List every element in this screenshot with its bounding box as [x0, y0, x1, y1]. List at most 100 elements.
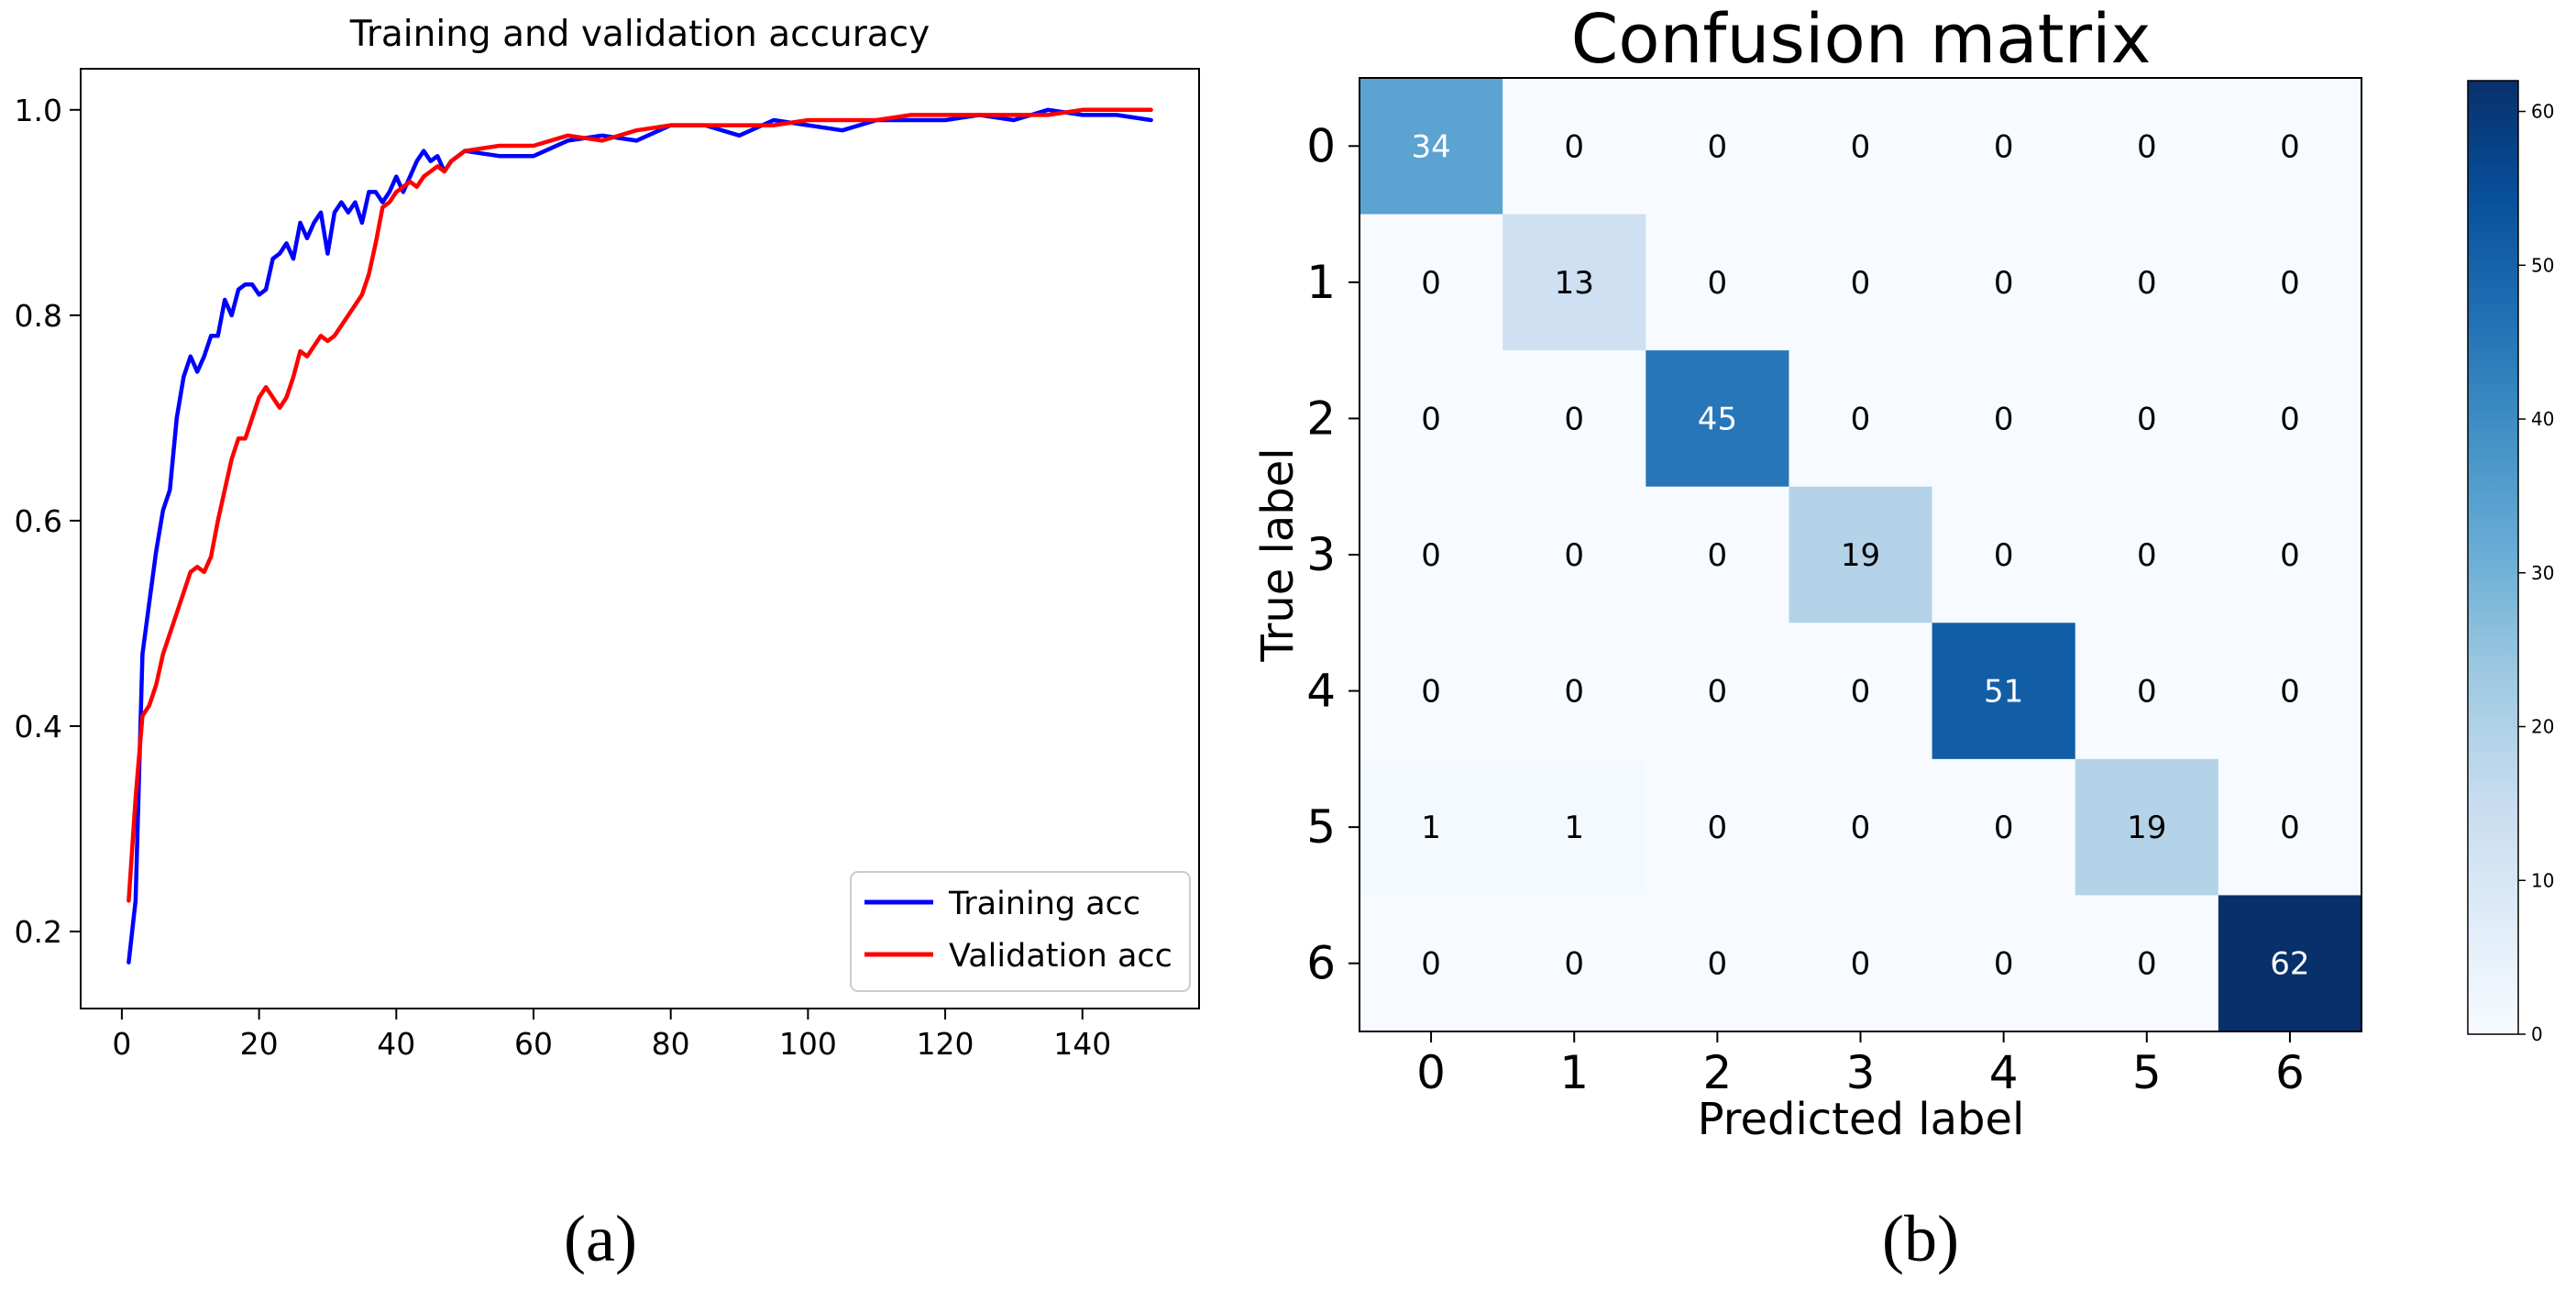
matrix-cell-value: 0 — [1994, 810, 2014, 846]
matrix-cell-value: 19 — [1841, 537, 1880, 574]
matrix-cell-value: 0 — [1421, 265, 1441, 302]
matrix-cell-value: 0 — [1708, 810, 1728, 846]
line-chart-plot-frame — [80, 68, 1200, 1009]
matrix-cell — [1503, 214, 1646, 351]
matrix-cell — [1932, 486, 2076, 623]
matrix-cell-value: 0 — [1708, 128, 1728, 165]
matrix-cell — [1360, 486, 1503, 623]
matrix-cell-value: 0 — [1708, 537, 1728, 574]
matrix-cell — [1932, 78, 2076, 215]
x-tick-label: 100 — [779, 1026, 837, 1062]
matrix-cell-value: 0 — [1421, 401, 1441, 437]
matrix-cell-value: 51 — [1984, 674, 2023, 711]
legend-box — [850, 871, 1191, 992]
line-chart-legend: Training acc Validation acc — [850, 871, 1191, 992]
x-tick-label: 0 — [112, 1026, 131, 1062]
matrix-cell — [1932, 214, 2076, 351]
matrix-cell — [1932, 350, 2076, 488]
matrix-cell — [2218, 486, 2362, 623]
y-tick-label: 0.8 — [15, 298, 62, 334]
matrix-cell — [1789, 895, 1933, 1032]
matrix-cell-value: 1 — [1421, 810, 1441, 846]
matrix-cell-value: 0 — [1564, 128, 1584, 165]
matrix-cell — [1503, 623, 1646, 760]
matrix-cell-value: 0 — [1994, 537, 2014, 574]
matrix-cell-value: 0 — [2137, 946, 2157, 983]
matrix-cell-value: 0 — [1564, 674, 1584, 711]
matrix-cell — [2218, 78, 2362, 215]
matrix-cell — [1360, 758, 1503, 897]
col-tick-label: 3 — [1846, 1046, 1876, 1099]
matrix-cell-value: 0 — [1564, 401, 1584, 437]
col-tick-label: 4 — [1989, 1046, 2019, 1099]
row-tick-label: 6 — [1306, 937, 1336, 990]
matrix-cell-value: 0 — [1708, 265, 1728, 302]
colorbar: 0 10 20 30 40 50 60 — [2467, 80, 2554, 1045]
confusion-matrix-row-labels: 0 1 2 3 4 5 6 — [1306, 119, 1360, 990]
matrix-cell — [2075, 895, 2219, 1032]
y-tick-label: 0.4 — [15, 709, 62, 744]
row-tick-label: 3 — [1306, 528, 1336, 581]
matrix-cell — [1789, 486, 1933, 623]
row-tick-label: 5 — [1306, 800, 1336, 854]
legend-training-label: Training acc — [948, 886, 1140, 922]
matrix-cell — [2218, 214, 2362, 351]
x-tick-label: 20 — [240, 1026, 279, 1062]
x-tick-label: 80 — [652, 1026, 690, 1062]
y-tick-label: 0.6 — [15, 503, 62, 539]
row-tick-label: 2 — [1306, 391, 1336, 445]
matrix-cell — [2075, 350, 2219, 488]
row-tick-label: 0 — [1306, 119, 1336, 172]
matrix-cell-value: 0 — [2137, 537, 2157, 574]
matrix-cell-value: 0 — [1564, 537, 1584, 574]
matrix-cell — [1789, 350, 1933, 488]
matrix-cell-value: 0 — [1994, 128, 2014, 165]
matrix-cell-value: 0 — [2280, 810, 2300, 846]
matrix-cell — [1503, 350, 1646, 488]
matrix-cell-value: 1 — [1564, 810, 1584, 846]
matrix-cell — [1646, 486, 1790, 623]
line-chart-x-axis: 0 20 40 60 80 100 120 140 — [112, 1009, 1111, 1062]
matrix-cell — [1646, 214, 1790, 351]
matrix-cell-value: 0 — [2280, 128, 2300, 165]
matrix-cell — [2218, 758, 2362, 897]
matrix-cell-value: 0 — [2137, 265, 2157, 302]
matrix-cell — [2075, 214, 2219, 351]
matrix-cell-value: 62 — [2270, 946, 2309, 983]
matrix-cell-value: 0 — [2280, 401, 2300, 437]
matrix-cell — [1789, 78, 1933, 215]
line-chart-y-axis: 0.2 0.4 0.6 0.8 1.0 — [15, 93, 81, 950]
col-tick-label: 2 — [1702, 1046, 1732, 1099]
matrix-cell — [1789, 758, 1933, 897]
colorbar-tick-label: 0 — [2531, 1023, 2543, 1045]
matrix-cell-value: 34 — [1411, 128, 1450, 165]
matrix-cell-value: 0 — [1421, 674, 1441, 711]
matrix-cell — [2218, 350, 2362, 488]
matrix-cell-value: 0 — [1851, 674, 1871, 711]
accuracy-line-chart: Training and validation accuracy 0.20.40… — [15, 14, 1200, 1275]
training-acc-line — [127, 107, 1153, 965]
matrix-cell — [2075, 623, 2219, 760]
matrix-cell-value: 0 — [2137, 128, 2157, 165]
matrix-cell — [1646, 350, 1790, 488]
matrix-cell-value: 0 — [1994, 265, 2014, 302]
matrix-cell-value: 0 — [1421, 537, 1441, 574]
confusion-matrix-y-label: True label — [1252, 447, 1304, 662]
colorbar-tick-label: 60 — [2531, 101, 2554, 123]
matrix-cell-value: 45 — [1698, 401, 1737, 437]
matrix-cell — [1646, 78, 1790, 215]
matrix-cell — [1646, 758, 1790, 897]
matrix-cell — [2218, 623, 2362, 760]
x-tick-label: 40 — [377, 1026, 415, 1062]
matrix-cell-value: 0 — [1994, 401, 2014, 437]
matrix-cell-value: 0 — [1708, 674, 1728, 711]
matrix-cell-value: 0 — [1994, 946, 2014, 983]
matrix-cell-value: 0 — [2137, 674, 2157, 711]
row-tick-label: 4 — [1306, 665, 1336, 718]
panel-a-caption: (a) — [564, 1202, 637, 1275]
confusion-matrix-chart: Confusion matrix 34 0 0 0 0 0 00 13 0 0 0 0 00 0 45 0 0 0… — [1252, 0, 2554, 1275]
matrix-cell — [1932, 758, 2076, 897]
matrix-cell — [1932, 623, 2076, 760]
colorbar-tick-label: 20 — [2531, 716, 2554, 738]
